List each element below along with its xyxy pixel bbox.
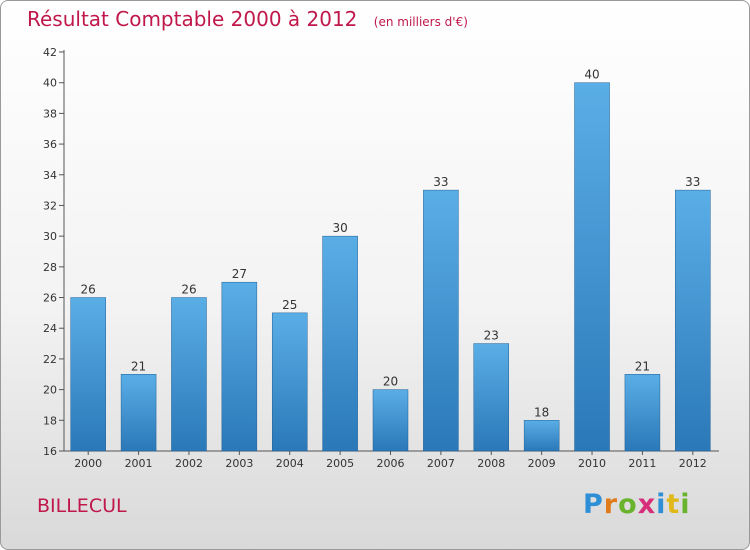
logo-letter: t — [666, 489, 681, 520]
x-tick-label: 2003 — [225, 457, 253, 470]
bar — [120, 374, 157, 452]
bar — [423, 189, 459, 452]
chart-subtitle: (en milliers d'€) — [373, 15, 468, 29]
y-tick-label: 24 — [43, 322, 57, 335]
y-tick-label: 32 — [43, 199, 57, 212]
bar-data-label: 26 — [181, 283, 196, 297]
bar — [574, 82, 610, 452]
x-tick-label: 2000 — [74, 457, 102, 470]
x-tick-label: 2012 — [679, 457, 707, 470]
y-tick-label: 40 — [43, 77, 57, 90]
bar-data-label: 26 — [81, 283, 96, 297]
bar — [675, 189, 711, 452]
bar — [473, 343, 510, 452]
y-tick-label: 36 — [43, 138, 57, 151]
bar — [70, 297, 106, 452]
bar-data-label: 40 — [584, 68, 599, 82]
bar — [523, 420, 560, 452]
bar — [624, 374, 661, 452]
x-tick-label: 2004 — [276, 457, 304, 470]
x-tick-label: 2010 — [578, 457, 606, 470]
bar-data-label: 21 — [635, 359, 650, 373]
y-tick-label: 38 — [43, 107, 57, 120]
bar-data-label: 25 — [282, 298, 297, 312]
x-tick-label: 2011 — [628, 457, 656, 470]
chart-title-text: Résultat Comptable 2000 à 2012 — [27, 7, 358, 31]
x-tick-label: 2005 — [326, 457, 354, 470]
logo-letter: i — [680, 489, 691, 520]
y-tick-label: 22 — [43, 353, 57, 366]
y-tick-label: 34 — [43, 169, 57, 182]
logo-letter: o — [618, 489, 638, 520]
chart-title: Résultat Comptable 2000 à 2012 (en milli… — [27, 7, 468, 31]
commune-name: BILLECUL — [37, 495, 127, 517]
logo-letter: i — [656, 489, 667, 520]
x-tick-label: 2007 — [427, 457, 455, 470]
bar — [322, 235, 358, 452]
logo-letter: r — [603, 489, 619, 520]
bar-data-label: 20 — [383, 375, 398, 389]
bar-data-label: 30 — [332, 221, 347, 235]
proxiti-logo: Proxiti — [583, 489, 691, 520]
y-tick-label: 20 — [43, 384, 57, 397]
x-tick-label: 2002 — [175, 457, 203, 470]
y-tick-label: 30 — [43, 230, 57, 243]
bar-data-label: 27 — [232, 267, 247, 281]
bar — [221, 281, 258, 452]
x-tick-label: 2008 — [477, 457, 505, 470]
logo-letter: P — [583, 489, 604, 520]
y-tick-label: 42 — [43, 46, 57, 59]
bar-data-label: 23 — [484, 329, 499, 343]
y-tick-label: 28 — [43, 261, 57, 274]
bar-data-label: 33 — [433, 175, 448, 189]
bar — [271, 312, 308, 452]
bar-data-label: 33 — [685, 175, 700, 189]
bar — [171, 297, 207, 452]
x-tick-label: 2009 — [528, 457, 556, 470]
y-tick-label: 18 — [43, 414, 57, 427]
bar-data-label: 21 — [131, 359, 146, 373]
x-tick-label: 2001 — [125, 457, 153, 470]
y-tick-label: 16 — [43, 445, 57, 458]
logo-letter: x — [637, 489, 657, 520]
y-tick-label: 26 — [43, 292, 57, 305]
x-tick-label: 2006 — [377, 457, 405, 470]
bar-data-label: 18 — [534, 405, 549, 419]
bar — [372, 389, 409, 452]
